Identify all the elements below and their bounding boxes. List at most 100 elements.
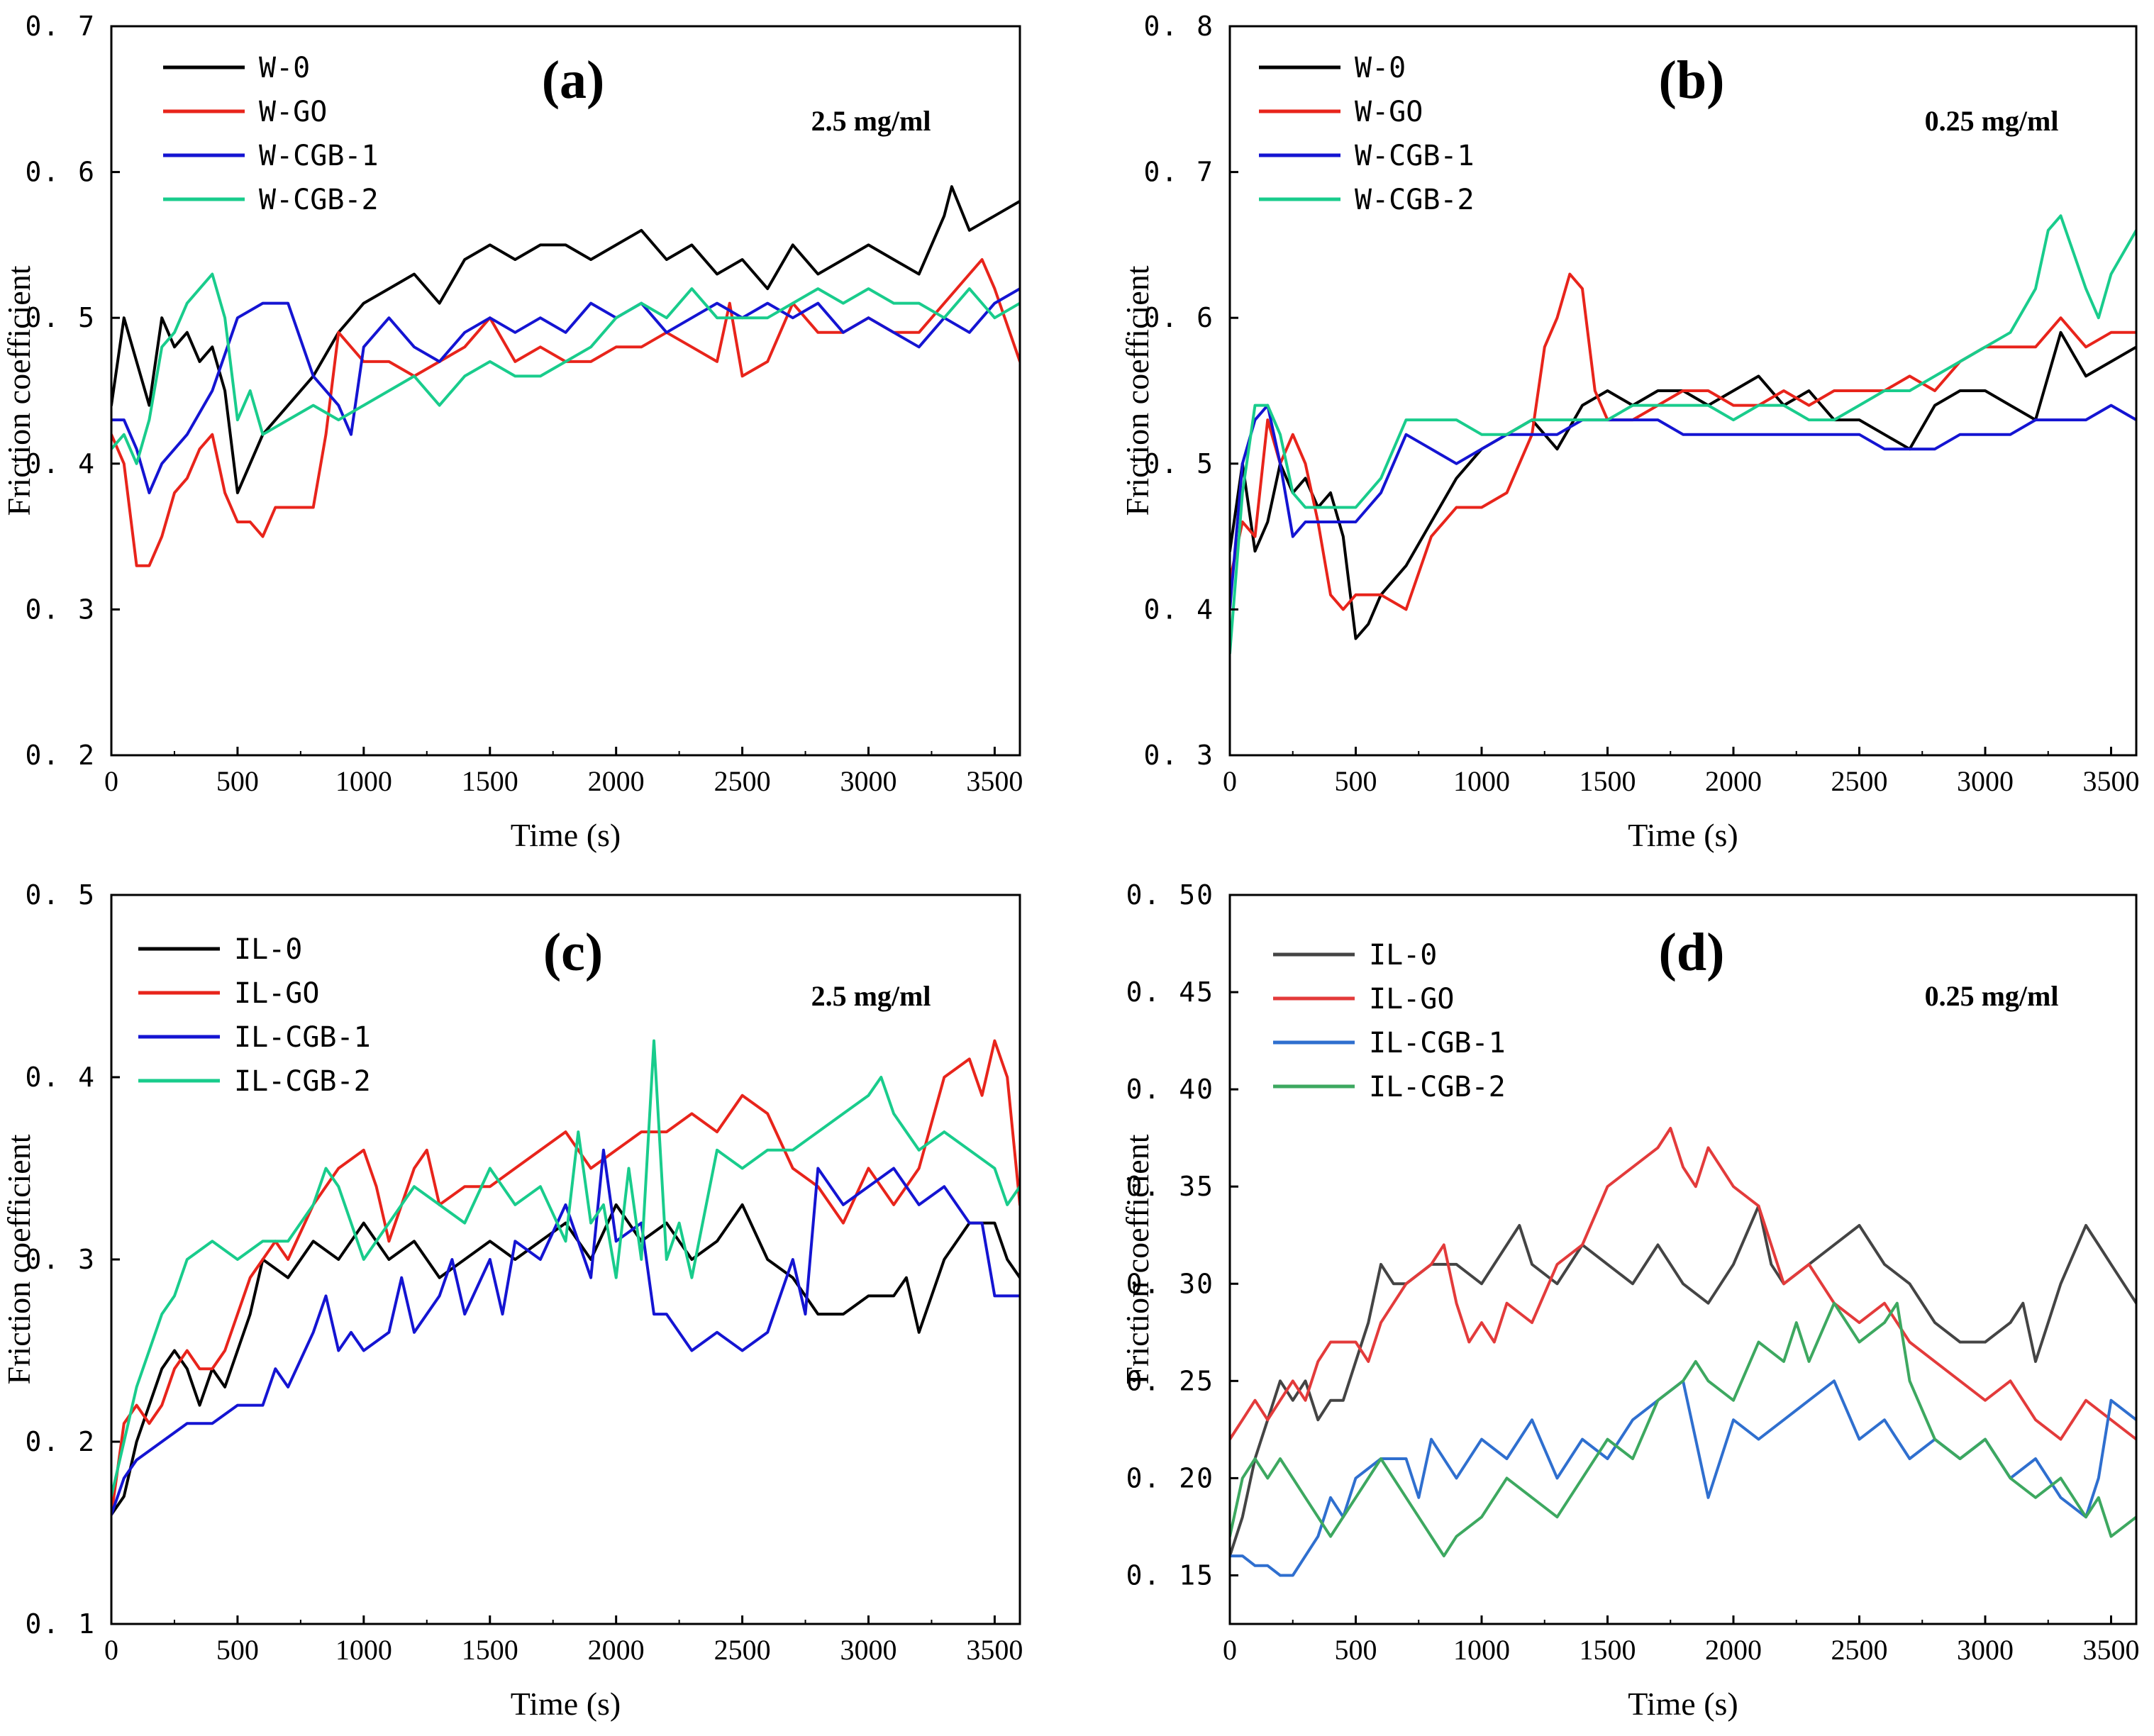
legend-label: W-GO	[1355, 96, 1423, 128]
legend-label: IL-CGB-2	[1369, 1071, 1506, 1103]
plot-frame	[1228, 25, 2138, 757]
x-tick-label: 2500	[1831, 1634, 1888, 1666]
legend-label: IL-GO	[1369, 983, 1454, 1016]
y-tick-label: 0. 40	[1126, 1074, 1214, 1105]
concentration-label: 2.5 mg/ml	[811, 980, 931, 1012]
concentration-label: 0.25 mg/ml	[1925, 105, 2059, 137]
y-tick-label: 0. 4	[1143, 594, 1214, 625]
panel-label: (b)	[1659, 50, 1725, 110]
legend-label: W-0	[1355, 52, 1406, 84]
y-tick-label: 0. 3	[1143, 740, 1214, 771]
x-axis-title: Time (s)	[511, 817, 621, 853]
series-line-w-cgb-2	[1230, 214, 2136, 655]
y-axis-title: Friction coefficient	[1, 1134, 37, 1384]
x-tick-label: 1500	[1580, 765, 1636, 797]
x-tick-label: 3500	[2083, 765, 2140, 797]
y-tick-label: 0. 8	[1143, 11, 1214, 42]
x-tick-label: 3500	[2083, 1634, 2140, 1666]
y-tick-label: 0. 35	[1126, 1171, 1214, 1202]
series-line-w-cgb-1	[111, 287, 1020, 494]
y-axis-title: Friction coefficient	[1119, 265, 1155, 516]
legend-label: IL-CGB-2	[234, 1065, 371, 1098]
legend-label: W-CGB-1	[259, 140, 379, 172]
y-tick-label: 0. 1	[25, 1608, 96, 1640]
x-tick-label: 1500	[462, 765, 518, 797]
x-tick-label: 2500	[714, 1634, 771, 1666]
x-tick-label: 3000	[1957, 765, 2014, 797]
y-tick-label: 0. 4	[25, 1062, 96, 1093]
concentration-label: 2.5 mg/ml	[811, 105, 931, 137]
legend-label: W-0	[259, 52, 310, 84]
y-tick-label: 0. 2	[25, 740, 96, 771]
series-line-il-go	[1230, 1127, 2136, 1441]
y-tick-label: 0. 2	[25, 1426, 96, 1457]
x-tick-label: 1000	[1453, 1634, 1510, 1666]
x-tick-label: 1500	[1580, 1634, 1636, 1666]
y-tick-label: 0. 4	[25, 448, 96, 479]
y-tick-label: 0. 7	[1143, 157, 1214, 188]
y-tick-label: 0. 5	[25, 879, 96, 911]
panel-d: 0 500 1000 1500 2000 2500 3000 3500 0. 15 0. 20 0.…	[1119, 879, 2140, 1722]
y-tick-label: 0. 3	[25, 1244, 96, 1275]
x-tick-label: 0	[1223, 765, 1237, 797]
x-tick-label: 2000	[1705, 765, 1762, 797]
legend: IL-0 IL-GO IL-CGB-1 IL-CGB-2	[1273, 939, 1506, 1103]
x-tick-label: 3000	[840, 765, 897, 797]
x-tick-label: 1500	[462, 1634, 518, 1666]
panel-label: (d)	[1659, 923, 1725, 982]
legend-label: W-CGB-1	[1355, 140, 1475, 172]
plot-frame	[1228, 894, 2138, 1625]
legend-label: W-CGB-2	[1355, 184, 1475, 216]
panel-a: 0 500 1000 1500 2000 2500 3000 3500 0. 2 0. 3 0. 4…	[1, 11, 1023, 853]
concentration-label: 0.25 mg/ml	[1925, 980, 2059, 1012]
x-tick-label: 0	[104, 1634, 118, 1666]
series-line-w-0	[111, 185, 1020, 494]
x-tick-label: 2500	[1831, 765, 1888, 797]
x-tick-label: 500	[1335, 765, 1377, 797]
y-tick-label: 0. 5	[25, 302, 96, 333]
series-line-il-cgb-2	[111, 1039, 1020, 1498]
legend: IL-0 IL-GO IL-CGB-1 IL-CGB-2	[138, 933, 371, 1098]
x-tick-label: 2000	[588, 1634, 645, 1666]
series-line-w-cgb-1	[1230, 404, 2136, 611]
x-tick-label: 3500	[966, 765, 1023, 797]
panel-label: (a)	[542, 50, 605, 110]
x-tick-label: 1000	[335, 1634, 392, 1666]
x-tick-label: 3500	[966, 1634, 1023, 1666]
x-tick-label: 1000	[1453, 765, 1510, 797]
panel-c: 0 500 1000 1500 2000 2500 3000 3500 0. 1 0. 2 0. 3…	[1, 879, 1023, 1722]
x-tick-label: 1000	[335, 765, 392, 797]
legend-label: IL-0	[1369, 939, 1437, 972]
x-tick-label: 500	[216, 765, 259, 797]
y-tick-label: 0. 7	[25, 11, 96, 42]
legend-label: W-GO	[259, 96, 327, 128]
x-axis-title: Time (s)	[511, 1686, 621, 1722]
legend-label: IL-GO	[234, 977, 319, 1010]
x-tick-label: 3000	[1957, 1634, 2014, 1666]
series-line-il-go	[111, 1039, 1020, 1516]
legend-label: W-CGB-2	[259, 184, 379, 216]
series-line-w-0	[1230, 330, 2136, 640]
x-tick-label: 500	[216, 1634, 259, 1666]
y-tick-label: 0. 20	[1126, 1462, 1214, 1493]
y-tick-label: 0. 50	[1126, 879, 1214, 911]
legend-label: IL-0	[234, 933, 302, 966]
y-axis-title: Friction coefficient	[1, 265, 37, 516]
y-tick-label: 0. 3	[25, 594, 96, 625]
y-tick-label: 0. 45	[1126, 976, 1214, 1008]
series-line-il-cgb-2	[1230, 1301, 2136, 1558]
x-tick-label: 2000	[588, 765, 645, 797]
panel-label: (c)	[543, 923, 603, 982]
legend: W-0 W-GO W-CGB-1 W-CGB-2	[163, 52, 379, 216]
series-line-il-cgb-1	[111, 1148, 1020, 1516]
series-line-il-0	[1230, 1204, 2136, 1558]
y-tick-label: 0. 25	[1126, 1365, 1214, 1396]
plot-frame	[110, 25, 1021, 757]
x-tick-label: 2000	[1705, 1634, 1762, 1666]
y-axis-title: Friction coefficient	[1119, 1134, 1155, 1384]
series-line-w-go	[1230, 272, 2136, 611]
x-tick-label: 500	[1335, 1634, 1377, 1666]
series-line-w-go	[111, 258, 1020, 567]
legend-label: IL-CGB-1	[234, 1021, 371, 1054]
